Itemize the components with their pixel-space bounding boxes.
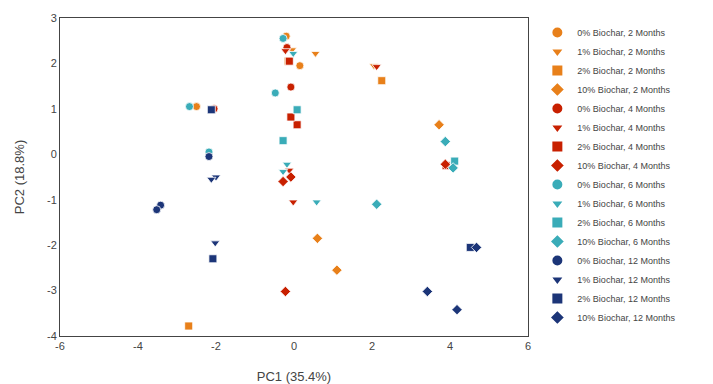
svg-text:2: 2: [369, 340, 375, 352]
svg-text:10% Biochar, 6 Months: 10% Biochar, 6 Months: [577, 237, 670, 247]
svg-text:0% Biochar, 2 Months: 0% Biochar, 2 Months: [577, 28, 665, 38]
svg-text:2: 2: [51, 57, 57, 69]
svg-text:-6: -6: [55, 340, 65, 352]
svg-text:10% Biochar, 12 Months: 10% Biochar, 12 Months: [577, 313, 675, 323]
svg-text:0: 0: [291, 340, 297, 352]
svg-text:1% Biochar, 12 Months: 1% Biochar, 12 Months: [577, 275, 670, 285]
svg-text:1% Biochar, 2 Months: 1% Biochar, 2 Months: [577, 47, 665, 57]
svg-text:0: 0: [51, 148, 57, 160]
svg-text:-3: -3: [47, 284, 57, 296]
svg-text:1% Biochar, 4 Months: 1% Biochar, 4 Months: [577, 123, 665, 133]
svg-text:6: 6: [525, 340, 531, 352]
svg-text:PC1 (35.4%): PC1 (35.4%): [257, 369, 331, 384]
svg-text:-4: -4: [133, 340, 143, 352]
svg-text:0% Biochar, 4 Months: 0% Biochar, 4 Months: [577, 104, 665, 114]
svg-text:-2: -2: [211, 340, 221, 352]
svg-text:2% Biochar, 4 Months: 2% Biochar, 4 Months: [577, 142, 665, 152]
svg-text:4: 4: [447, 340, 453, 352]
svg-text:-4: -4: [47, 330, 57, 342]
svg-text:PC2 (18.8%): PC2 (18.8%): [12, 140, 27, 214]
svg-text:2% Biochar, 6 Months: 2% Biochar, 6 Months: [577, 218, 665, 228]
svg-text:0% Biochar, 12 Months: 0% Biochar, 12 Months: [577, 256, 670, 266]
svg-text:-2: -2: [47, 239, 57, 251]
svg-text:10% Biochar, 4 Months: 10% Biochar, 4 Months: [577, 161, 670, 171]
svg-text:-1: -1: [47, 194, 57, 206]
svg-text:3: 3: [51, 12, 57, 24]
svg-text:2% Biochar, 2 Months: 2% Biochar, 2 Months: [577, 66, 665, 76]
svg-text:2% Biochar, 12 Months: 2% Biochar, 12 Months: [577, 294, 670, 304]
svg-text:1% Biochar, 6 Months: 1% Biochar, 6 Months: [577, 199, 665, 209]
svg-text:0% Biochar, 6 Months: 0% Biochar, 6 Months: [577, 180, 665, 190]
svg-text:1: 1: [51, 103, 57, 115]
svg-text:10% Biochar, 2 Months: 10% Biochar, 2 Months: [577, 85, 670, 95]
